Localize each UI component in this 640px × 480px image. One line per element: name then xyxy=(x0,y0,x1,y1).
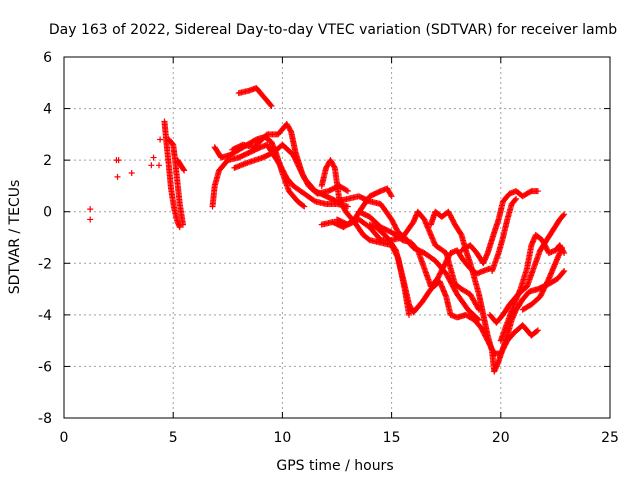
series-arc-b xyxy=(165,136,187,228)
data-point xyxy=(392,246,399,253)
data-point xyxy=(512,196,519,203)
chart-title: Day 163 of 2022, Sidereal Day-to-day VTE… xyxy=(49,22,617,38)
data-point xyxy=(156,162,163,169)
data-point xyxy=(268,102,275,109)
x-tick-label: 15 xyxy=(383,430,401,446)
data-point xyxy=(148,162,155,169)
data-point xyxy=(406,311,413,318)
data-point xyxy=(534,327,541,334)
data-point xyxy=(128,170,135,177)
data-point xyxy=(388,193,395,200)
data-marks xyxy=(87,84,568,375)
data-point xyxy=(180,221,187,228)
data-point xyxy=(560,269,567,276)
data-point xyxy=(115,157,122,164)
y-tick-label: 4 xyxy=(43,102,52,118)
y-tick-label: -4 xyxy=(38,308,52,324)
data-point xyxy=(114,173,121,180)
y-tick-label: -2 xyxy=(38,256,52,272)
data-point xyxy=(533,328,540,335)
x-tick-label: 25 xyxy=(601,430,619,446)
y-tick-label: -6 xyxy=(38,359,52,375)
data-point xyxy=(387,191,394,198)
x-tick-label: 10 xyxy=(273,430,291,446)
series-arc-c xyxy=(174,157,188,174)
series-arc-l xyxy=(355,208,493,290)
data-point xyxy=(558,244,565,251)
x-axis: 0 5 10 15 20 25 xyxy=(60,57,619,446)
data-point xyxy=(301,203,308,210)
data-point xyxy=(87,206,94,213)
data-point xyxy=(176,224,183,231)
data-point xyxy=(534,188,541,195)
series-arc-s xyxy=(519,244,565,313)
series-isolated xyxy=(87,136,164,223)
data-point xyxy=(343,187,350,194)
x-tick-label: 0 xyxy=(60,430,69,446)
data-point xyxy=(157,136,164,143)
x-tick-label: 5 xyxy=(169,430,178,446)
data-point xyxy=(181,167,188,174)
series-arc-r xyxy=(497,231,568,344)
series-arc-p xyxy=(489,195,520,275)
data-point xyxy=(513,195,520,202)
data-point xyxy=(344,188,351,195)
y-tick-label: -8 xyxy=(38,411,52,427)
data-point xyxy=(561,268,568,275)
data-point xyxy=(267,101,274,108)
series-arc-o xyxy=(458,188,541,267)
data-point xyxy=(300,202,307,209)
data-point xyxy=(560,212,567,219)
data-point xyxy=(561,211,568,218)
data-point xyxy=(150,154,157,161)
y-axis: -8 -6 -4 -2 0 2 4 6 xyxy=(38,50,610,427)
y-tick-label: 6 xyxy=(43,50,52,66)
x-axis-label: GPS time / hours xyxy=(276,458,393,474)
data-point xyxy=(331,163,338,170)
y-tick-label: 2 xyxy=(43,153,52,169)
series-arc-n xyxy=(427,208,568,375)
series-arc-a xyxy=(161,118,183,231)
y-tick-label: 0 xyxy=(43,205,52,221)
plot-frame xyxy=(63,56,611,419)
y-axis-label: SDTVAR / TECUs xyxy=(7,180,23,295)
data-point xyxy=(287,127,294,134)
data-point xyxy=(180,166,187,173)
data-point xyxy=(87,216,94,223)
series-arc-g xyxy=(235,84,275,109)
x-tick-label: 20 xyxy=(492,430,510,446)
